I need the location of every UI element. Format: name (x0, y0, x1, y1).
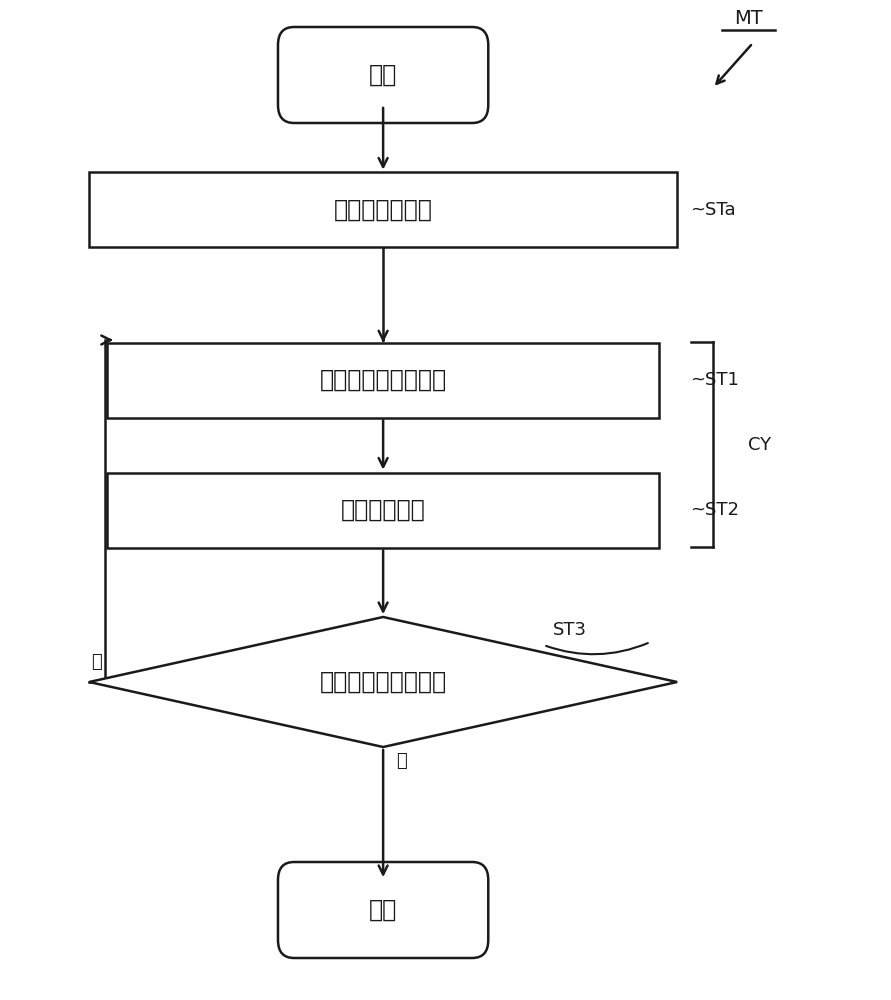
Text: 形成含有磷的保护层: 形成含有磷的保护层 (320, 368, 446, 392)
Text: 对膜进行蚀刻: 对膜进行蚀刻 (340, 498, 426, 522)
Text: ~STa: ~STa (691, 201, 736, 219)
Text: CY: CY (748, 436, 772, 454)
Text: ~ST2: ~ST2 (691, 501, 740, 519)
Text: ~ST1: ~ST1 (691, 371, 740, 389)
Text: 在膜上形成开口: 在膜上形成开口 (334, 198, 432, 222)
FancyBboxPatch shape (278, 27, 488, 123)
Bar (107, 473, 659, 548)
FancyBboxPatch shape (278, 862, 488, 958)
Text: 是: 是 (396, 752, 407, 770)
Bar (89, 172, 677, 247)
Text: 开始: 开始 (369, 63, 397, 87)
Text: 是否满足停止条件？: 是否满足停止条件？ (320, 670, 446, 694)
Text: 结束: 结束 (369, 898, 397, 922)
Text: 否: 否 (91, 653, 102, 671)
Bar (107, 342, 659, 418)
Polygon shape (89, 617, 677, 747)
Text: MT: MT (734, 9, 763, 28)
Text: ST3: ST3 (552, 621, 586, 639)
